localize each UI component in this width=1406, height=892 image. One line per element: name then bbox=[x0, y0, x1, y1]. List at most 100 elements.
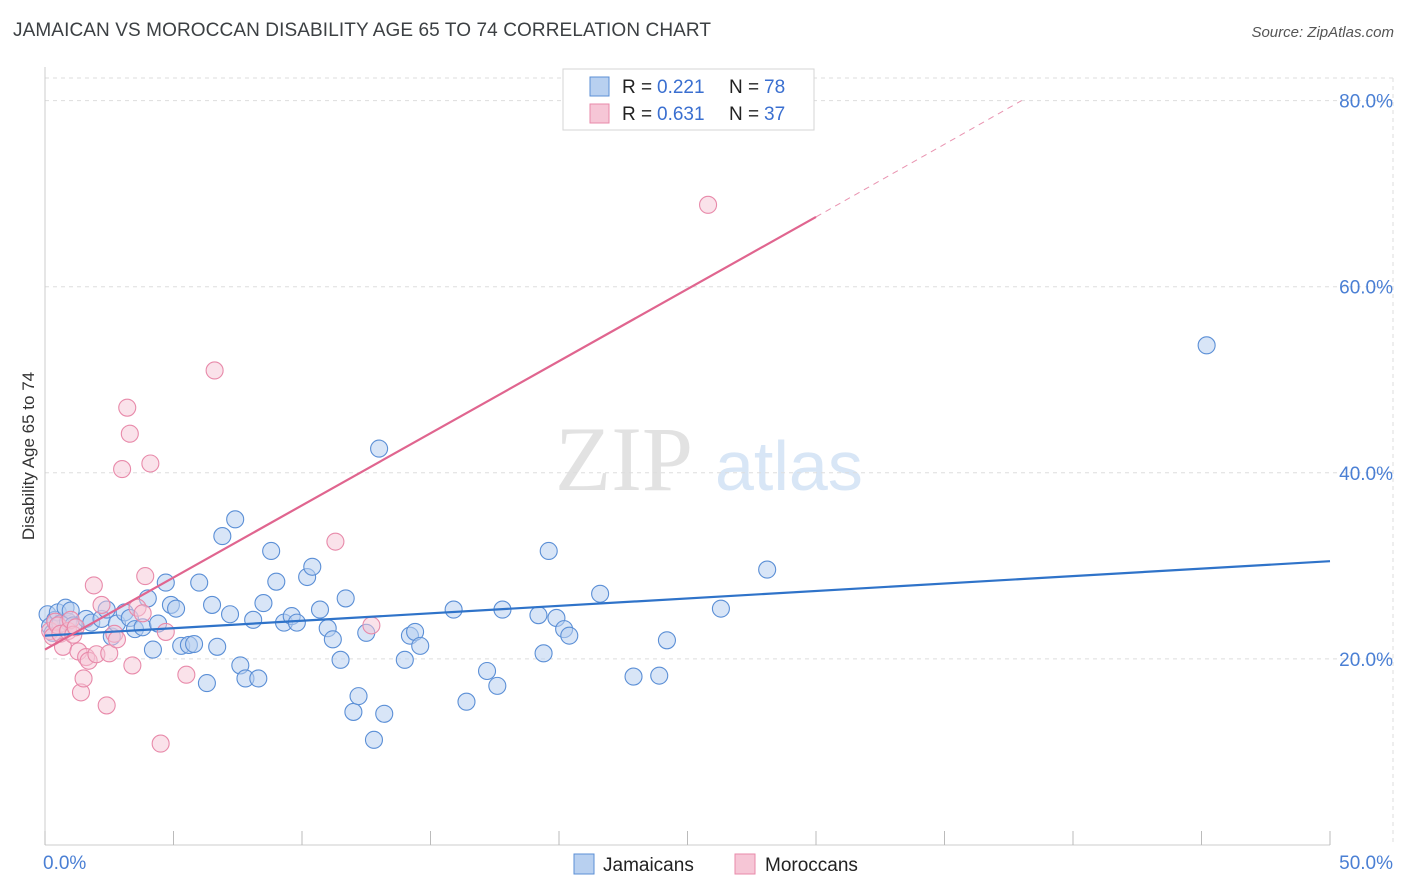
jamaicans-point bbox=[226, 510, 245, 529]
jamaicans-point bbox=[534, 644, 553, 663]
jamaicans-point bbox=[336, 589, 355, 608]
jamaicans-point bbox=[203, 595, 222, 614]
jamaicans-point bbox=[657, 631, 676, 650]
chart-title: JAMAICAN VS MOROCCAN DISABILITY AGE 65 T… bbox=[13, 20, 712, 41]
jamaicans-point bbox=[395, 650, 414, 669]
jamaicans-point bbox=[254, 594, 273, 613]
jamaicans-point bbox=[167, 599, 186, 618]
jamaicans-point bbox=[477, 661, 497, 681]
jamaicans-point bbox=[267, 572, 286, 591]
legend-r-value-moroccans: 0.631 bbox=[657, 104, 705, 125]
bottom-legend-label-jamaicans: Jamaicans bbox=[603, 855, 694, 876]
jamaicans-point bbox=[213, 527, 232, 546]
y-tick-label: 60.0% bbox=[1339, 278, 1393, 299]
jamaicans-point bbox=[539, 541, 558, 561]
y-axis-label: Disability Age 65 to 74 bbox=[19, 372, 38, 540]
watermark-zip: ZIP bbox=[555, 408, 693, 510]
jamaicans-point bbox=[457, 692, 476, 711]
jamaicans-point bbox=[370, 439, 389, 458]
legend-swatch-moroccans bbox=[589, 103, 610, 124]
moroccans-point bbox=[151, 734, 170, 753]
moroccans-points bbox=[41, 195, 718, 753]
moroccans-point bbox=[113, 460, 132, 479]
jamaicans-point bbox=[197, 674, 216, 693]
legend-n-value-jamaicans: 78 bbox=[764, 77, 785, 98]
legend-r-label-jamaicans: R = bbox=[622, 77, 657, 98]
moroccans-point bbox=[136, 567, 155, 586]
jamaicans-point bbox=[331, 650, 350, 669]
bottom-legend-swatch-jamaicans bbox=[573, 853, 595, 875]
moroccans-point bbox=[141, 454, 160, 473]
x-tick-label: 0.0% bbox=[43, 853, 86, 874]
jamaicans-point bbox=[758, 560, 777, 579]
bottom-legend-swatch-moroccans bbox=[734, 853, 756, 875]
legend-swatch-jamaicans bbox=[589, 76, 610, 97]
axes bbox=[44, 67, 1331, 846]
x-tick-label: 50.0% bbox=[1339, 853, 1393, 874]
moroccans-trend-extension bbox=[815, 100, 1022, 218]
jamaicans-points bbox=[38, 336, 1216, 749]
moroccans-point bbox=[699, 195, 718, 214]
moroccans-point bbox=[84, 576, 103, 595]
moroccans-point bbox=[362, 616, 381, 635]
y-tick-label: 40.0% bbox=[1339, 464, 1393, 485]
jamaicans-point bbox=[249, 669, 268, 688]
jamaicans-point bbox=[711, 599, 730, 618]
jamaicans-point bbox=[303, 557, 322, 576]
x-tick-labels: 0.0% 50.0% bbox=[43, 853, 1393, 874]
moroccans-point bbox=[97, 696, 116, 715]
jamaicans-point bbox=[591, 584, 610, 603]
legend-r-value-jamaicans: 0.221 bbox=[657, 77, 705, 98]
jamaicans-point bbox=[650, 666, 669, 685]
moroccans-point bbox=[123, 656, 142, 675]
jamaicans-point bbox=[349, 687, 368, 706]
jamaicans-point bbox=[185, 634, 204, 654]
jamaicans-point bbox=[1197, 336, 1216, 355]
moroccans-point bbox=[156, 622, 175, 641]
jamaicans-point bbox=[244, 610, 263, 629]
jamaicans-point bbox=[560, 626, 579, 645]
moroccans-point bbox=[133, 604, 152, 623]
legend-r-label-moroccans: R = bbox=[622, 104, 657, 125]
jamaicans-point bbox=[208, 637, 227, 656]
jamaicans-point bbox=[262, 541, 281, 561]
jamaicans-point bbox=[287, 613, 306, 632]
legend-n-label-jamaicans: N = bbox=[729, 77, 764, 98]
moroccans-point bbox=[118, 398, 137, 417]
stats-legend: R = 0.221 N = 78 R = 0.631 N = 37 bbox=[562, 68, 815, 131]
jamaicans-point bbox=[444, 600, 463, 619]
moroccans-point bbox=[177, 665, 196, 684]
jamaicans-point bbox=[323, 630, 342, 649]
jamaicans-point bbox=[143, 640, 162, 659]
jamaicans-trend-line bbox=[44, 560, 1331, 637]
legend-n-value-moroccans: 37 bbox=[764, 104, 785, 125]
jamaicans-point bbox=[488, 676, 507, 695]
watermark-atlas: atlas bbox=[715, 427, 863, 505]
trend-lines bbox=[44, 100, 1331, 651]
jamaicans-point bbox=[310, 600, 330, 619]
jamaicans-point bbox=[190, 573, 209, 592]
jamaicans-point bbox=[364, 730, 384, 749]
moroccans-point bbox=[205, 361, 224, 380]
jamaicans-point bbox=[411, 636, 430, 655]
moroccans-point bbox=[326, 532, 345, 551]
moroccans-point bbox=[92, 595, 111, 614]
y-tick-label: 20.0% bbox=[1339, 650, 1393, 671]
moroccans-point bbox=[107, 630, 127, 649]
series-legend: Jamaicans Moroccans bbox=[573, 853, 858, 876]
y-tick-label: 80.0% bbox=[1339, 92, 1393, 113]
moroccans-point bbox=[74, 669, 93, 688]
bottom-legend-label-moroccans: Moroccans bbox=[765, 855, 858, 876]
jamaicans-point bbox=[529, 606, 548, 625]
moroccans-point bbox=[120, 424, 139, 443]
jamaicans-point bbox=[624, 667, 643, 686]
legend-n-label-moroccans: N = bbox=[729, 104, 764, 125]
jamaicans-point bbox=[344, 702, 363, 721]
moroccans-trend-line bbox=[44, 215, 817, 651]
chart-source: Source: ZipAtlas.com bbox=[1251, 24, 1394, 41]
jamaicans-point bbox=[220, 605, 240, 624]
y-tick-labels: 20.0% 40.0% 60.0% 80.0% bbox=[1339, 92, 1393, 671]
moroccans-point bbox=[100, 644, 119, 663]
jamaicans-point bbox=[375, 704, 394, 723]
